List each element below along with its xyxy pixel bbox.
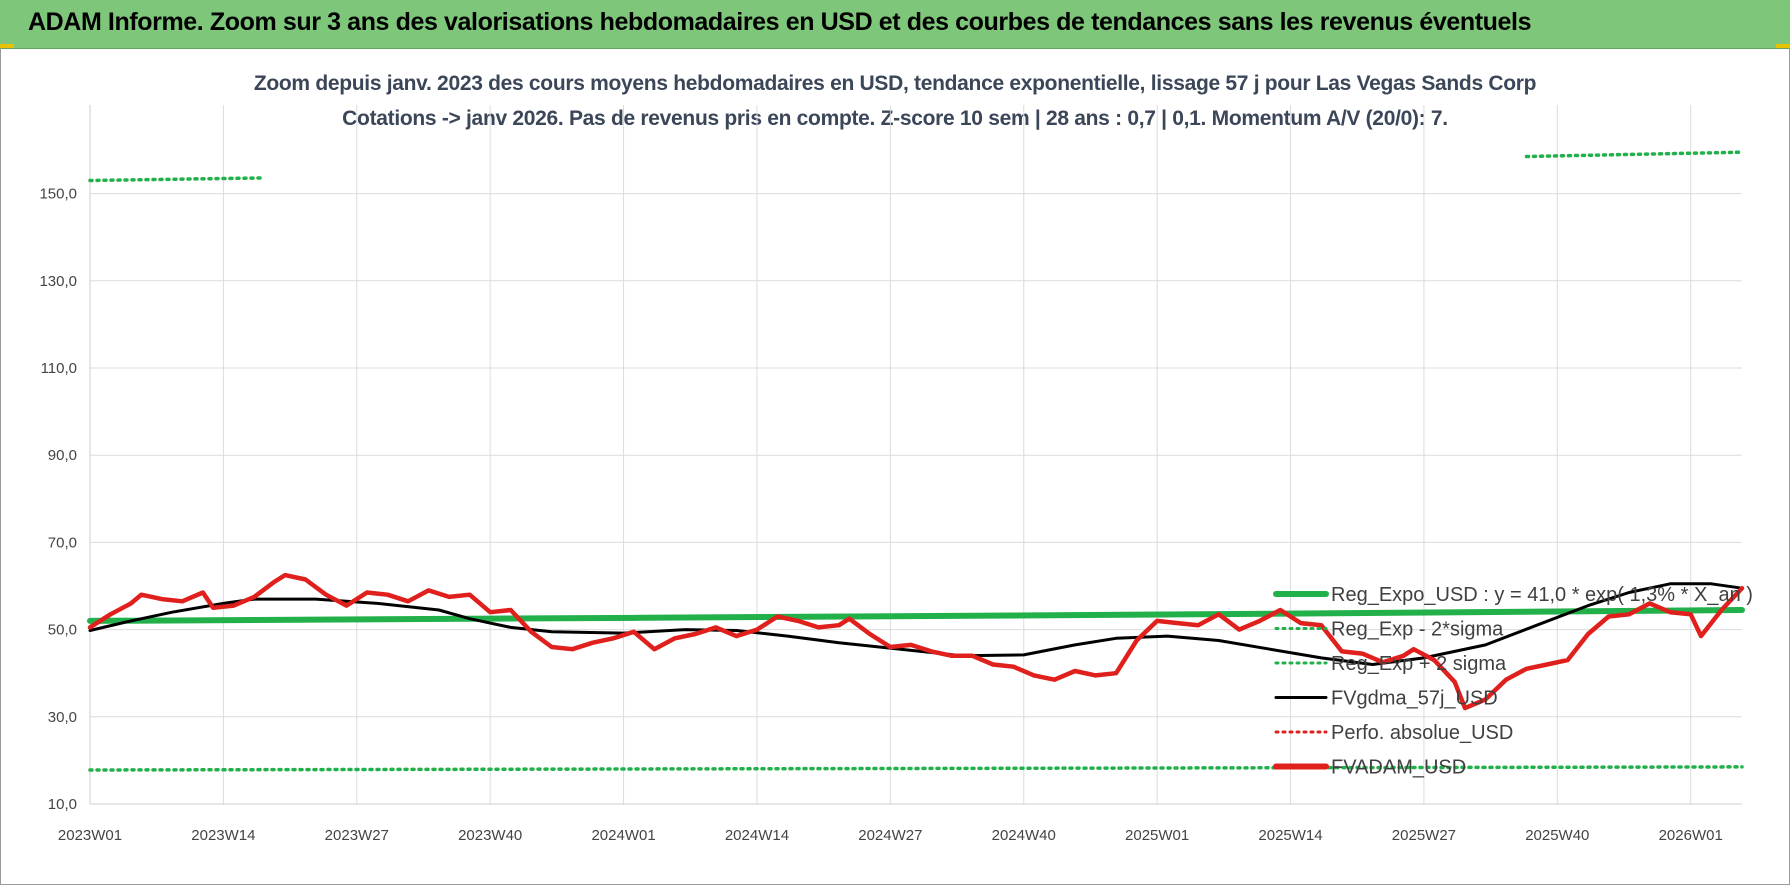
- legend-label: Reg_Exp + 2 sigma: [1331, 653, 1507, 675]
- x-tick-label: 2025W01: [1125, 827, 1189, 844]
- x-tick-label: 2025W27: [1392, 827, 1456, 844]
- y-tick-label: 90,0: [48, 447, 77, 464]
- x-tick-label: 2024W27: [858, 827, 922, 844]
- x-tick-label: 2024W14: [725, 827, 789, 844]
- series-line: [88, 765, 1744, 772]
- frame-corner-marker: [0, 44, 14, 48]
- y-tick-label: 110,0: [41, 360, 77, 377]
- legend-label: FVADAM_USD: [1331, 757, 1466, 779]
- legend-label: Perfo. absolue_USD: [1331, 722, 1513, 744]
- series-line: [88, 176, 267, 183]
- series-line: [1524, 150, 1744, 159]
- report-banner: ADAM Informe. Zoom sur 3 ans des valoris…: [0, 0, 1790, 49]
- x-tick-label: 2024W40: [992, 827, 1056, 844]
- y-tick-label: 150,0: [39, 186, 77, 203]
- x-tick-label: 2023W01: [58, 827, 122, 844]
- series-line: [87, 572, 1745, 711]
- x-tick-label: 2023W14: [191, 827, 255, 844]
- chart-title-line-2: Cotations -> janv 2026. Pas de revenus p…: [342, 107, 1448, 130]
- y-tick-label: 50,0: [48, 622, 77, 639]
- x-tick-label: 2023W27: [325, 827, 389, 844]
- legend-label: FVgdma_57j_USD: [1331, 688, 1498, 710]
- frame-corner-marker: [1776, 44, 1790, 48]
- chart-title-line-1: Zoom depuis janv. 2023 des cours moyens …: [253, 72, 1537, 95]
- x-tick-label: 2023W40: [458, 827, 522, 844]
- y-tick-label: 70,0: [48, 534, 77, 551]
- report-title: ADAM Informe. Zoom sur 3 ans des valoris…: [28, 8, 1532, 36]
- x-tick-label: 2026W01: [1659, 827, 1723, 844]
- legend-label: Reg_Exp - 2*sigma: [1331, 619, 1504, 641]
- legend-label: Reg_Expo_USD : y = 41,0 * exp( 1,3% * X_…: [1331, 584, 1753, 606]
- y-tick-label: 30,0: [48, 709, 77, 726]
- x-tick-label: 2024W01: [591, 827, 655, 844]
- x-tick-label: 2025W40: [1525, 827, 1589, 844]
- x-tick-label: 2025W14: [1258, 827, 1322, 844]
- y-tick-label: 130,0: [39, 273, 77, 290]
- series-line: [87, 607, 1745, 624]
- y-tick-label: 10,0: [48, 796, 77, 813]
